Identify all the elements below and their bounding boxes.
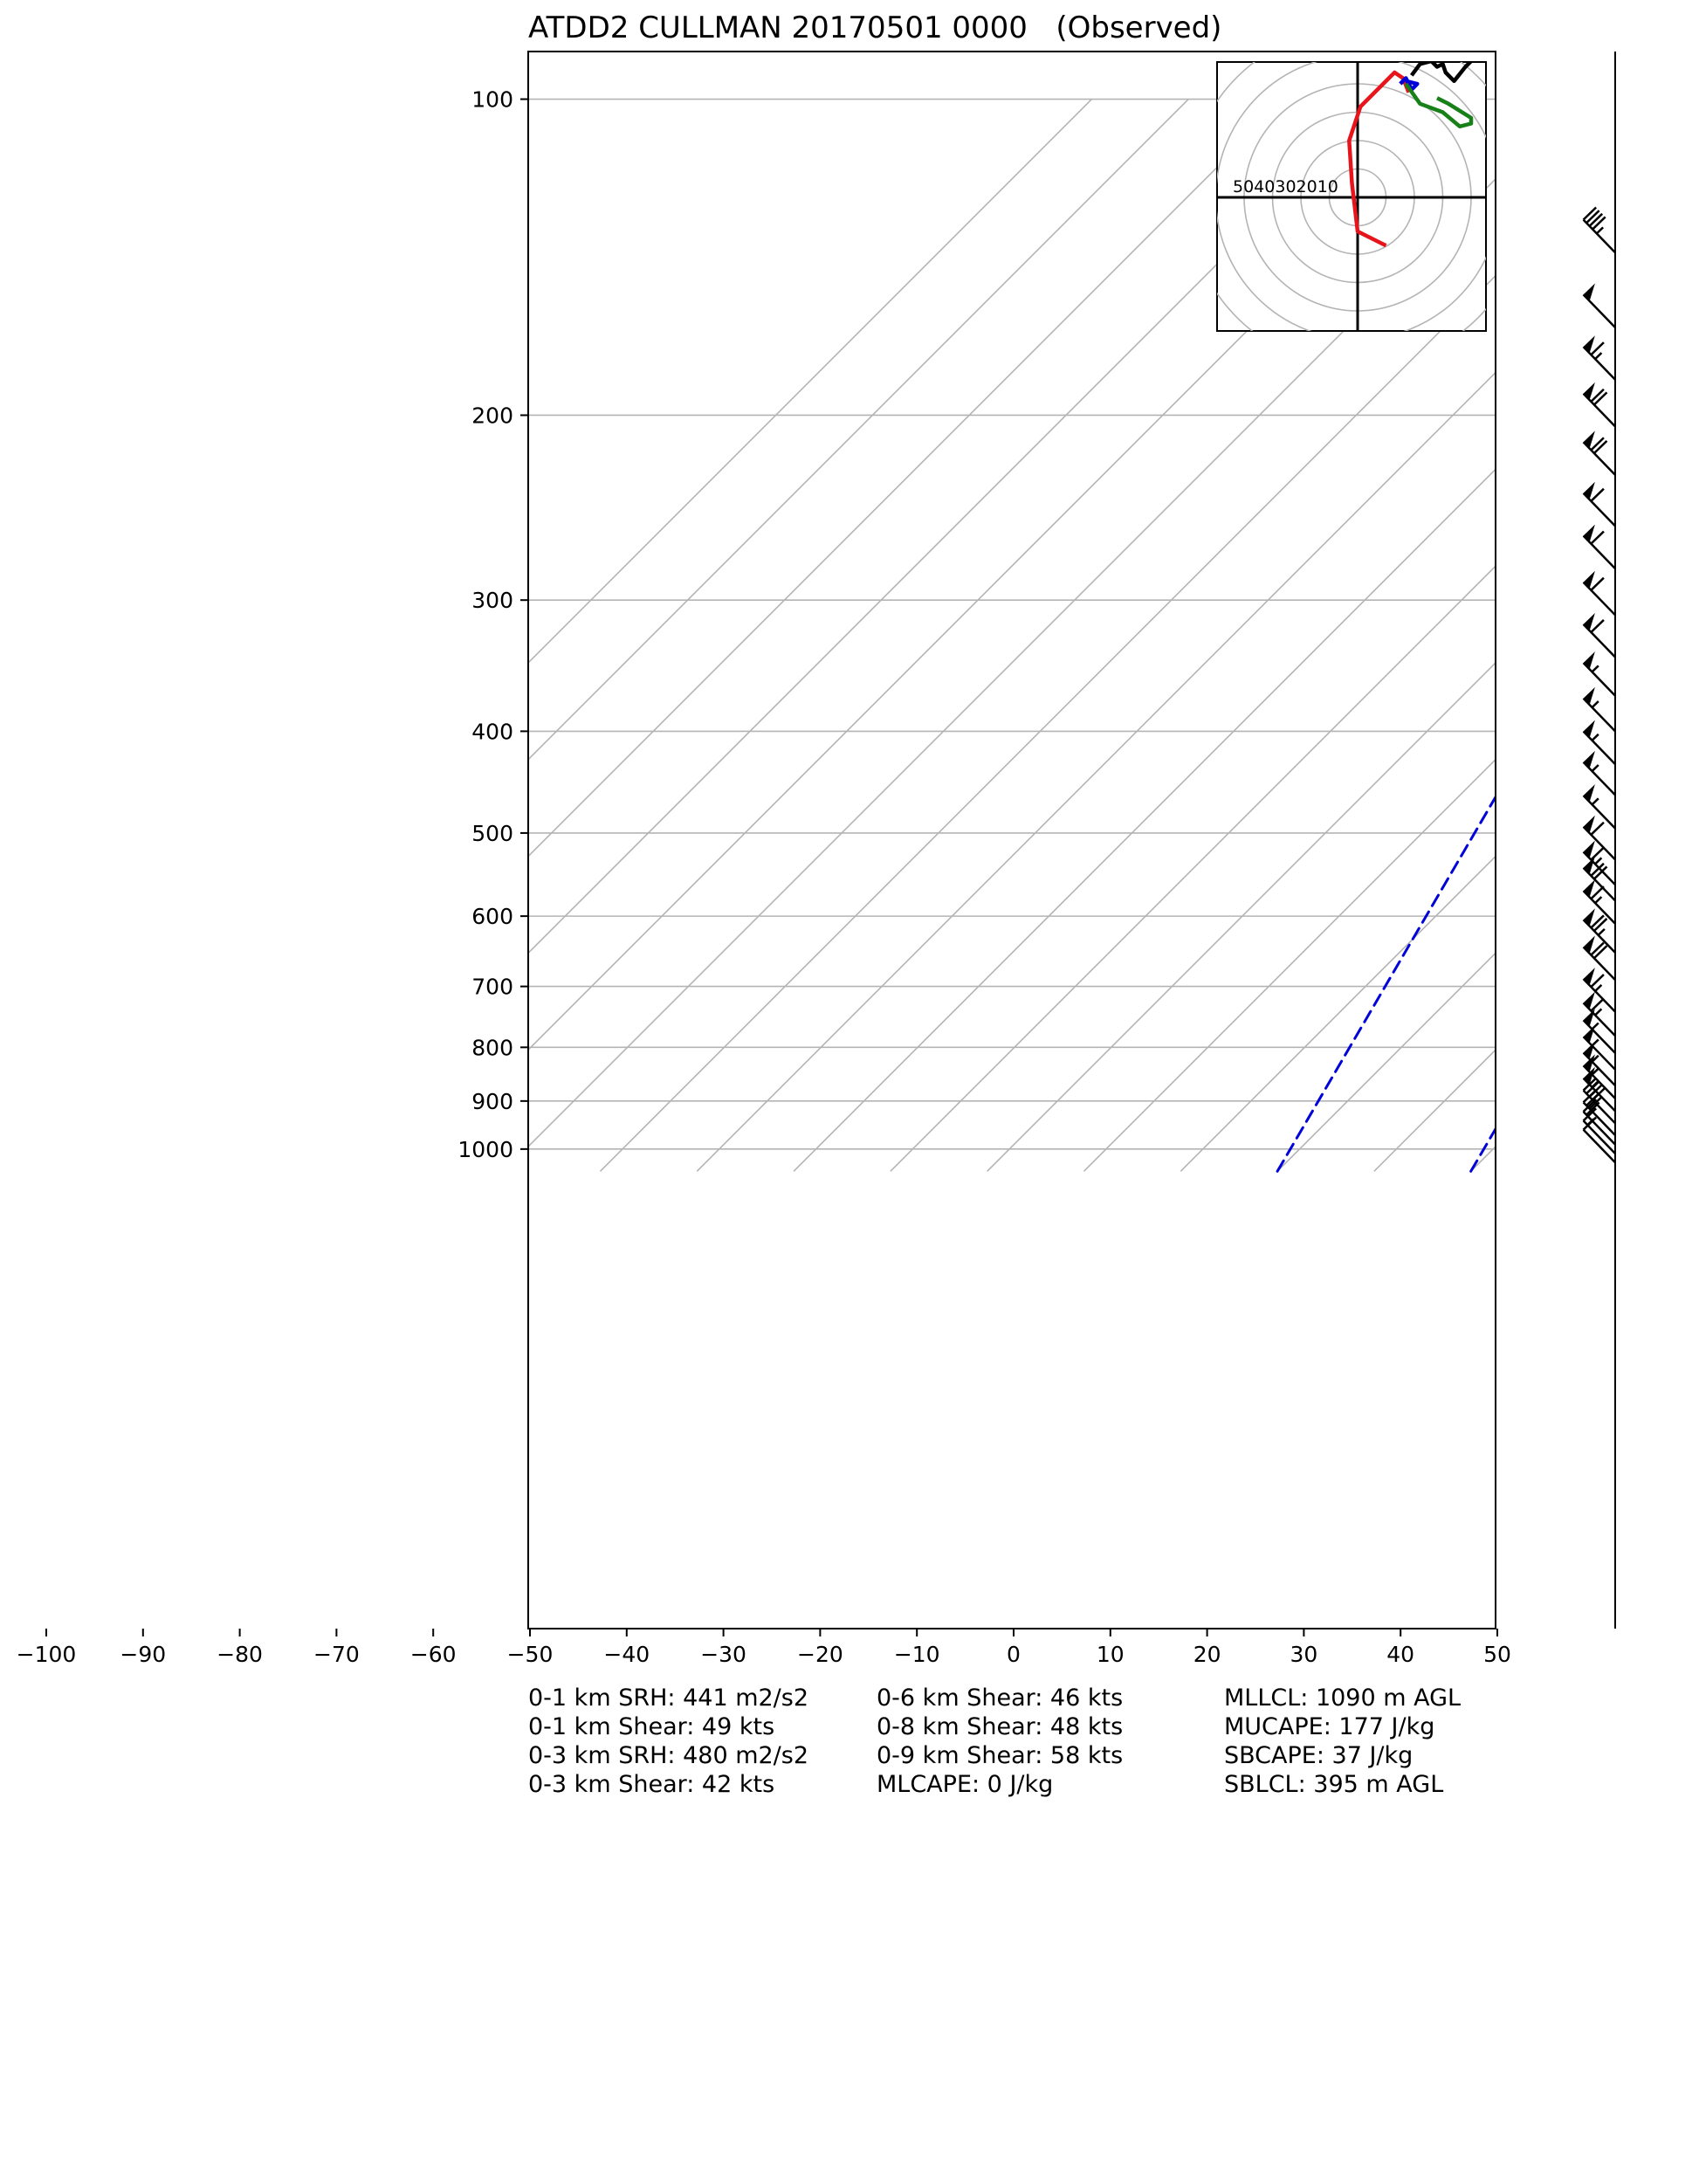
wind-barb (1582, 570, 1616, 617)
wind-barb (1582, 382, 1616, 428)
isotherm-line (696, 371, 1496, 1172)
wind-barb (1582, 991, 1616, 1037)
hodograph: 5040302010 (1216, 61, 1487, 332)
stat-line: 0-9 km Shear: 58 kts (877, 1742, 1124, 1769)
dewpoint-profile (1667, 100, 1699, 1137)
y-tick-label: 100 (471, 87, 513, 113)
wind-barb (1582, 720, 1616, 766)
wind-barb (1582, 335, 1616, 381)
wind-barb (1582, 815, 1616, 861)
y-tick-label: 800 (471, 1035, 513, 1060)
wind-barb (1582, 651, 1616, 697)
x-tick-label: 40 (1386, 1642, 1414, 1667)
x-tick-label: 0 (1007, 1642, 1021, 1667)
wind-barb (1582, 206, 1616, 254)
stat-line: SBCAPE: 37 J/kg (1224, 1742, 1414, 1769)
wind-barb (1582, 1116, 1616, 1164)
isotherm-line (528, 98, 1383, 954)
isotherm-line (1083, 758, 1496, 1172)
isotherm-line (890, 565, 1496, 1172)
wind-barb (1582, 686, 1616, 733)
y-tick-label: 200 (471, 403, 513, 428)
wind-barb (1582, 524, 1616, 570)
stat-line: 0-6 km Shear: 46 kts (877, 1685, 1124, 1712)
y-tick-label: 700 (471, 975, 513, 1000)
isotherm-line (1664, 100, 1699, 1172)
x-tick-label: 30 (1290, 1642, 1317, 1667)
wind-barb (1582, 431, 1616, 476)
isotherm-line (793, 468, 1496, 1172)
chart-title: ATDD2 CULLMAN 20170501 0000 (Observed) (528, 10, 1221, 45)
stat-line: MLCAPE: 0 J/kg (877, 1771, 1054, 1798)
wind-barb (1582, 879, 1616, 925)
isotherm-line (528, 98, 1286, 858)
y-tick-label: 900 (471, 1089, 513, 1114)
isotherm-line (528, 98, 1189, 761)
wind-barb (1582, 784, 1616, 830)
stat-line: SBLCL: 395 m AGL (1224, 1771, 1444, 1798)
stat-line: 0-1 km Shear: 49 kts (528, 1713, 775, 1740)
stats-column-3: MLLCL: 1090 m AGL MUCAPE: 177 J/kg SBCAP… (1224, 1684, 1461, 1799)
stats-column-1: 0-1 km SRH: 441 m2/s2 0-1 km Shear: 49 k… (528, 1684, 808, 1799)
y-tick-label: 600 (471, 904, 513, 929)
plot-frame (527, 51, 1496, 1629)
isotherm-line (1276, 952, 1496, 1172)
y-tick-label: 500 (471, 821, 513, 846)
x-tick-label: −70 (313, 1642, 360, 1667)
x-tick-label: −50 (507, 1642, 554, 1667)
wind-barb (1582, 840, 1616, 885)
x-tick-label: −100 (17, 1642, 77, 1667)
stat-line: 0-3 km Shear: 42 kts (528, 1771, 775, 1798)
x-tick-label: −20 (797, 1642, 843, 1667)
y-tick-label: 400 (471, 719, 513, 744)
parcel-profile (1682, 100, 1699, 1107)
wind-barb (1582, 283, 1616, 328)
isotherm-line (1470, 1145, 1496, 1172)
isotherm-line (1567, 100, 1699, 1172)
wind-barb (1582, 908, 1616, 954)
wind-barb (1582, 935, 1616, 981)
wind-barb (1582, 481, 1616, 527)
x-tick-label: −10 (894, 1642, 940, 1667)
hodograph-trace (1404, 82, 1474, 129)
isotherm-line (528, 98, 1093, 665)
isotherm-line (1180, 855, 1496, 1172)
stat-line: 0-3 km SRH: 480 m2/s2 (528, 1742, 809, 1769)
stat-line: MLLCL: 1090 m AGL (1224, 1685, 1462, 1712)
y-tick-label: 300 (471, 588, 513, 613)
x-tick-label: −40 (603, 1642, 650, 1667)
wind-barb (1582, 856, 1616, 902)
wind-barb (1582, 612, 1616, 658)
isotherm-line (599, 274, 1496, 1172)
hodograph-trace (1409, 62, 1474, 84)
x-tick-label: −60 (410, 1642, 457, 1667)
stat-line: 0-8 km Shear: 48 kts (877, 1713, 1124, 1740)
x-tick-label: −80 (217, 1642, 263, 1667)
stat-line: 0-1 km SRH: 441 m2/s2 (528, 1685, 809, 1712)
x-tick-label: 20 (1193, 1642, 1221, 1667)
x-tick-label: −90 (120, 1642, 166, 1667)
temperature-profile (1681, 100, 1699, 1136)
hodograph-trace (1347, 70, 1411, 248)
wind-barb (1582, 968, 1616, 1013)
stats-column-2: 0-6 km Shear: 46 kts 0-8 km Shear: 48 kt… (877, 1684, 1123, 1799)
x-tick-label: 50 (1483, 1642, 1511, 1667)
x-tick-label: −30 (700, 1642, 746, 1667)
hodograph-ring-labels: 5040302010 (1233, 177, 1338, 196)
stat-line: MUCAPE: 177 J/kg (1224, 1713, 1435, 1740)
mixing-ratio-line-profile (1469, 1126, 1496, 1173)
x-tick-label: 10 (1097, 1642, 1125, 1667)
y-tick-label: 1000 (457, 1137, 513, 1162)
wind-barb (1582, 750, 1616, 796)
wind-barb (1582, 1041, 1616, 1087)
isotherm-line (987, 661, 1496, 1172)
wetbulb-profile (1689, 100, 1699, 1136)
